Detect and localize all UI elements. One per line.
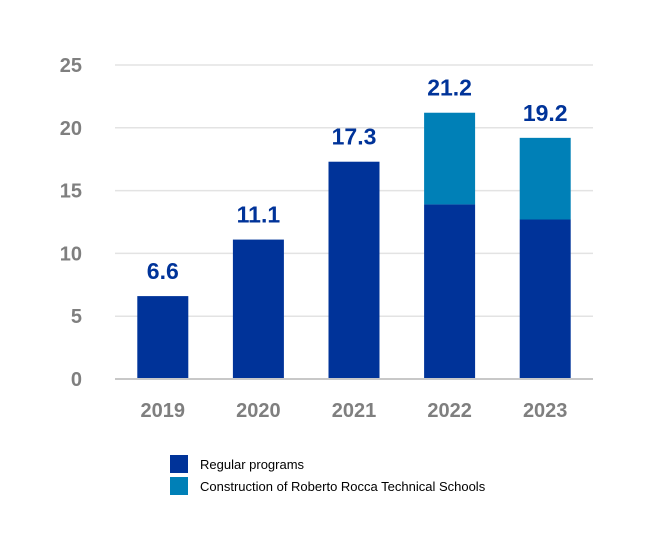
data-label-2022: 21.2 [427, 75, 472, 101]
x-axis: 2019 2020 2021 2022 2023 [141, 400, 568, 422]
y-tick-label-15: 15 [60, 181, 82, 203]
data-label-2020: 11.1 [237, 202, 281, 228]
bar-2020-regular-programs [232, 239, 284, 379]
bar-2022-roberto-rocca-schools [424, 112, 476, 205]
y-tick-label-0: 0 [71, 369, 82, 391]
legend-swatch-regular-programs [170, 455, 188, 473]
x-tick-label-2020: 2020 [236, 400, 281, 422]
data-label-2021: 17.3 [332, 124, 377, 150]
stacked-bar-chart: 0 5 10 15 20 25 2019 2020 2021 2022 2023 6.6 11.1 1… [60, 55, 593, 422]
y-axis: 0 5 10 15 20 25 [60, 55, 82, 391]
legend-swatch-roberto-rocca-schools [170, 477, 188, 495]
legend-label-regular-programs: Regular programs [200, 456, 305, 472]
bar-2021-regular-programs [328, 161, 380, 379]
x-tick-label-2023: 2023 [523, 400, 568, 422]
bar-2022-regular-programs [424, 204, 476, 379]
y-tick-label-25: 25 [60, 55, 82, 77]
data-label-2019: 6.6 [147, 258, 179, 284]
data-label-2023: 19.2 [523, 100, 568, 126]
data-labels: 6.6 11.1 17.3 21.2 19.2 [147, 75, 568, 284]
bar-2019-regular-programs [137, 296, 189, 379]
legend-label-roberto-rocca-schools: Construction of Roberto Rocca Technical … [200, 478, 486, 494]
legend-item-roberto-rocca-schools: Construction of Roberto Rocca Technical … [170, 476, 485, 496]
y-tick-label-5: 5 [71, 306, 82, 328]
y-tick-label-20: 20 [60, 118, 82, 140]
legend-item-regular-programs: Regular programs [170, 454, 485, 474]
x-tick-label-2021: 2021 [332, 400, 377, 422]
y-tick-label-10: 10 [60, 243, 82, 265]
legend: Regular programs Construction of Roberto… [170, 454, 485, 498]
x-tick-label-2019: 2019 [141, 400, 186, 422]
bar-2023-roberto-rocca-schools [519, 137, 571, 220]
x-tick-label-2022: 2022 [427, 400, 472, 422]
bar-2023-regular-programs [519, 219, 571, 379]
bars [137, 112, 571, 379]
